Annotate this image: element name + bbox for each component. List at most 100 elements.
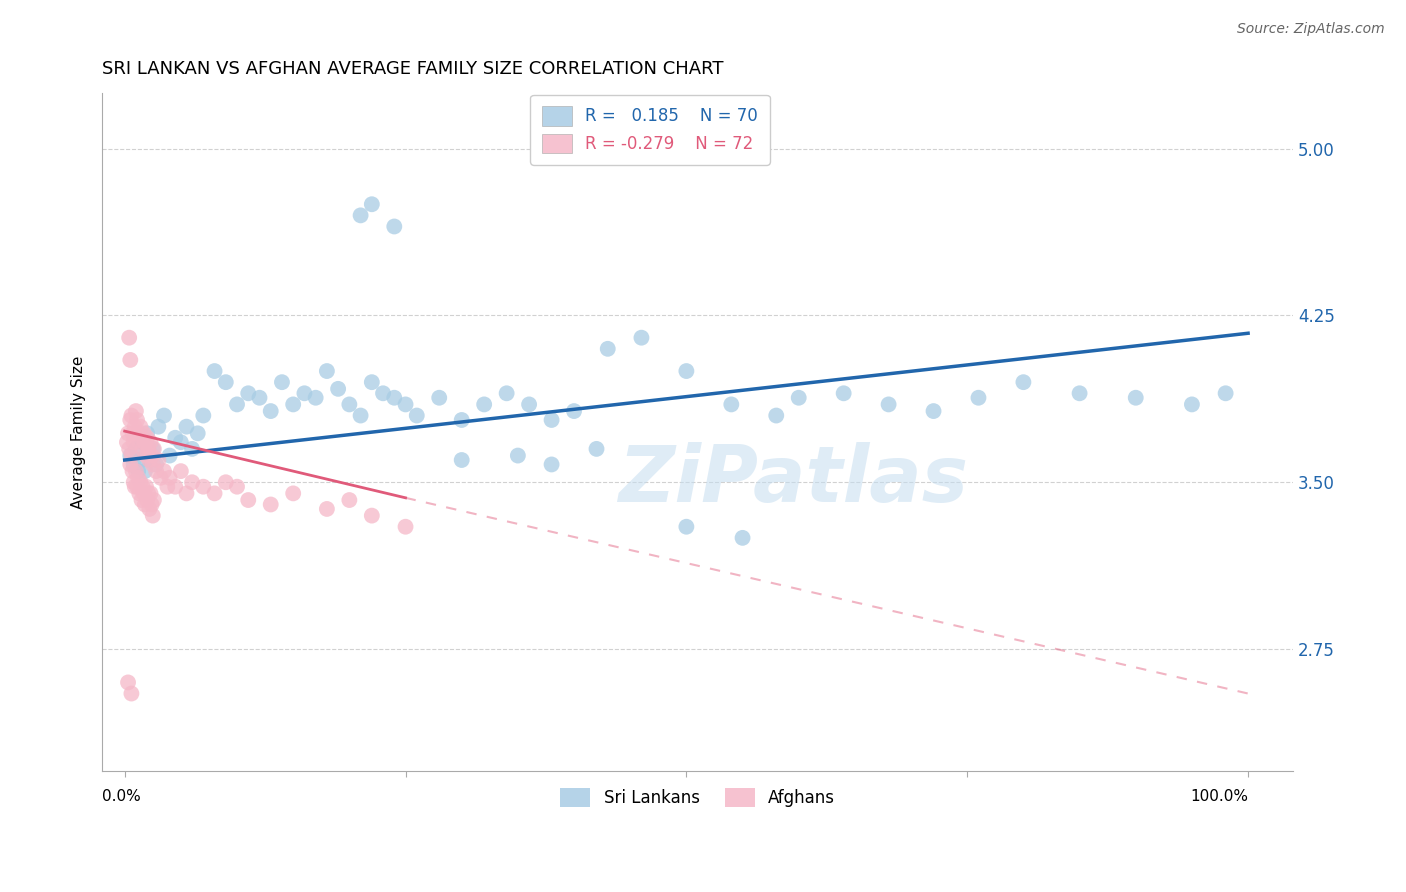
- Point: [394, 397, 416, 411]
- Point: [115, 435, 138, 450]
- Point: [630, 331, 652, 345]
- Point: [148, 453, 170, 467]
- Point: [142, 493, 165, 508]
- Point: [765, 409, 787, 423]
- Point: [187, 426, 209, 441]
- Point: [124, 419, 146, 434]
- Point: [787, 391, 810, 405]
- Point: [181, 442, 204, 456]
- Point: [283, 397, 305, 411]
- Point: [832, 386, 855, 401]
- Point: [170, 435, 193, 450]
- Point: [260, 498, 283, 512]
- Point: [142, 442, 165, 456]
- Point: [142, 458, 165, 472]
- Point: [877, 397, 900, 411]
- Point: [450, 453, 472, 467]
- Point: [131, 431, 153, 445]
- Point: [120, 409, 142, 423]
- Point: [517, 397, 540, 411]
- Point: [226, 480, 249, 494]
- Point: [125, 413, 148, 427]
- Point: [136, 431, 159, 445]
- Point: [562, 404, 585, 418]
- Point: [215, 475, 238, 490]
- Point: [134, 464, 156, 478]
- Point: [120, 413, 142, 427]
- Point: [131, 442, 153, 456]
- Point: [135, 449, 157, 463]
- Point: [193, 409, 215, 423]
- Point: [120, 687, 142, 701]
- Point: [675, 520, 697, 534]
- Point: [138, 453, 160, 467]
- Point: [315, 502, 337, 516]
- Point: [139, 435, 162, 450]
- Point: [596, 342, 619, 356]
- Point: [129, 475, 152, 490]
- Point: [1012, 375, 1035, 389]
- Point: [131, 480, 153, 494]
- Text: 100.0%: 100.0%: [1189, 789, 1249, 805]
- Text: SRI LANKAN VS AFGHAN AVERAGE FAMILY SIZE CORRELATION CHART: SRI LANKAN VS AFGHAN AVERAGE FAMILY SIZE…: [103, 60, 724, 78]
- Point: [117, 426, 139, 441]
- Point: [193, 480, 215, 494]
- Point: [120, 449, 142, 463]
- Point: [238, 386, 260, 401]
- Point: [136, 493, 159, 508]
- Point: [315, 364, 337, 378]
- Point: [117, 675, 139, 690]
- Point: [506, 449, 529, 463]
- Point: [145, 458, 167, 472]
- Point: [122, 458, 145, 472]
- Point: [382, 219, 405, 234]
- Point: [153, 409, 176, 423]
- Point: [125, 442, 148, 456]
- Point: [181, 475, 204, 490]
- Point: [122, 435, 145, 450]
- Point: [128, 486, 150, 500]
- Point: [967, 391, 990, 405]
- Point: [176, 486, 198, 500]
- Point: [427, 391, 450, 405]
- Point: [349, 208, 371, 222]
- Point: [156, 480, 179, 494]
- Point: [731, 531, 754, 545]
- Point: [204, 364, 226, 378]
- Point: [1125, 391, 1147, 405]
- Text: 0.0%: 0.0%: [103, 789, 141, 805]
- Point: [136, 442, 159, 456]
- Point: [159, 471, 181, 485]
- Point: [136, 486, 159, 500]
- Point: [138, 502, 160, 516]
- Point: [145, 464, 167, 478]
- Point: [141, 498, 163, 512]
- Point: [142, 508, 165, 523]
- Point: [120, 458, 142, 472]
- Point: [125, 480, 148, 494]
- Point: [165, 431, 187, 445]
- Point: [131, 493, 153, 508]
- Point: [120, 353, 142, 368]
- Point: [495, 386, 517, 401]
- Point: [394, 520, 416, 534]
- Point: [122, 475, 145, 490]
- Point: [121, 464, 143, 478]
- Point: [349, 409, 371, 423]
- Point: [125, 404, 148, 418]
- Point: [326, 382, 349, 396]
- Point: [129, 453, 152, 467]
- Text: ZiPatlas: ZiPatlas: [617, 442, 967, 517]
- Point: [121, 426, 143, 441]
- Point: [360, 508, 382, 523]
- Point: [128, 435, 150, 450]
- Point: [141, 449, 163, 463]
- Point: [472, 397, 495, 411]
- Point: [139, 486, 162, 500]
- Point: [204, 486, 226, 500]
- Point: [125, 464, 148, 478]
- Point: [134, 435, 156, 450]
- Point: [675, 364, 697, 378]
- Point: [337, 397, 360, 411]
- Point: [922, 404, 945, 418]
